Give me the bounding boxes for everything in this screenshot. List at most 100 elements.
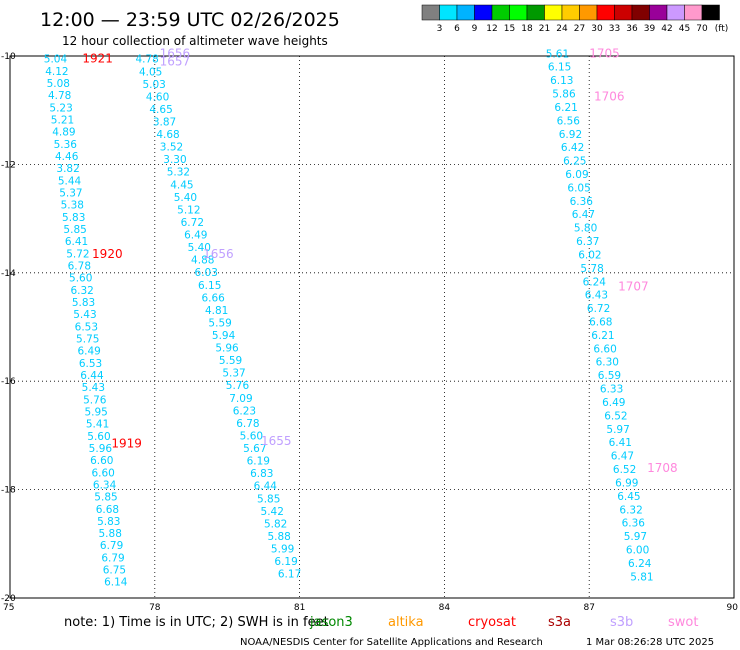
wave-height-value: 6.75	[103, 565, 126, 577]
wave-height-value: 6.79	[100, 540, 123, 552]
colorbar-swatch	[614, 4, 633, 21]
colorbar-swatch	[666, 4, 685, 21]
latitude-tick-label: -16	[1, 377, 16, 387]
wave-height-value: 5.37	[222, 368, 245, 380]
wave-height-value: 5.95	[84, 406, 107, 418]
colorbar-swatch	[526, 4, 545, 21]
colorbar-label: 3	[437, 24, 443, 34]
wave-height-value: 6.36	[570, 196, 594, 208]
wave-height-value: 6.92	[559, 129, 582, 141]
wave-height-value: 3.52	[160, 142, 183, 154]
colorbar-swatch	[561, 4, 580, 21]
colorbar-swatch	[509, 4, 528, 21]
wave-height-value: 5.99	[271, 543, 294, 555]
longitude-tick-label: 90	[727, 603, 739, 613]
longitude-tick-label: 75	[3, 603, 14, 613]
colorbar-swatch	[421, 4, 440, 21]
pass-time-label: 1655	[261, 434, 292, 448]
wave-height-value: 5.59	[208, 317, 231, 329]
wave-height-value: 6.21	[554, 102, 577, 114]
colorbar-swatch	[456, 4, 475, 21]
wave-height-value: 6.53	[79, 358, 102, 370]
wave-height-value: 6.42	[561, 142, 584, 154]
colorbar-unit: (ft)	[715, 24, 729, 34]
wave-height-value: 6.37	[576, 236, 599, 248]
wave-height-value: 5.40	[188, 242, 211, 254]
longitude-tick-label: 81	[294, 603, 305, 613]
wave-height-value: 5.97	[606, 424, 629, 436]
wave-height-value: 5.83	[62, 212, 85, 224]
wave-height-value: 5.83	[97, 516, 120, 528]
wave-height-value: 6.41	[65, 236, 88, 248]
wave-height-value: 6.52	[613, 464, 636, 476]
wave-height-value: 6.56	[557, 115, 581, 127]
wave-height-value: 6.03	[195, 267, 218, 279]
wave-height-value: 5.78	[580, 263, 603, 275]
wave-height-value: 5.21	[51, 115, 74, 127]
wave-height-value: 4.05	[139, 66, 162, 78]
wave-height-value: 4.65	[149, 104, 172, 116]
colorbar-swatch	[596, 4, 615, 21]
colorbar-swatch	[579, 4, 598, 21]
wave-height-value: 6.83	[250, 468, 273, 480]
legend-cryosat: cryosat	[468, 615, 516, 630]
longitude-tick-label: 78	[149, 603, 161, 613]
wave-height-value: 5.43	[82, 382, 105, 394]
colorbar-label: 12	[486, 24, 497, 34]
wave-height-value: 6.24	[628, 558, 652, 570]
longitude-tick-label: 84	[439, 603, 451, 613]
wave-height-value: 6.60	[90, 455, 113, 467]
wave-height-value: 7.09	[229, 393, 252, 405]
page-title: 12:00 — 23:59 UTC 02/26/2025	[40, 9, 340, 31]
colorbar-swatch	[544, 4, 563, 21]
wave-height-value: 5.96	[89, 443, 113, 455]
wave-height-value: 6.09	[565, 169, 588, 181]
legend-jason3: jason3	[309, 615, 353, 630]
wave-height-value: 6.60	[91, 467, 114, 479]
wave-height-value: 5.12	[177, 204, 200, 216]
colorbar-label: 36	[626, 24, 638, 34]
wave-height-value: 6.32	[70, 285, 93, 297]
colorbar-label: 45	[679, 24, 690, 34]
wave-height-value: 6.23	[233, 405, 256, 417]
pass-time-label: 1708	[647, 461, 678, 475]
wave-height-value: 3.87	[153, 117, 176, 129]
colorbar-label: 39	[644, 24, 656, 34]
colorbar-label: 30	[591, 24, 603, 34]
wave-height-value: 5.67	[243, 443, 266, 455]
wave-height-value: 6.14	[104, 577, 128, 589]
wave-height-value: 4.78	[135, 54, 158, 66]
wave-height-value: 6.36	[622, 518, 646, 530]
wave-height-value: 6.15	[548, 62, 571, 74]
wave-height-value: 6.34	[93, 479, 117, 491]
wave-height-value: 6.66	[201, 292, 225, 304]
wave-height-value: 6.78	[68, 260, 91, 272]
wave-height-value: 6.49	[602, 397, 625, 409]
wave-height-value: 5.36	[54, 139, 78, 151]
wave-height-value: 6.68	[96, 504, 119, 516]
wave-height-value: 5.59	[219, 355, 242, 367]
wave-height-value: 4.89	[52, 127, 75, 139]
wave-height-value: 5.76	[83, 394, 107, 406]
wave-height-value: 6.15	[198, 280, 221, 292]
colorbar-label: 18	[521, 24, 533, 34]
map-frame	[9, 55, 735, 599]
wave-height-value: 6.05	[567, 182, 590, 194]
pass-time-labels: 1921192019191656165716561655170517061707…	[82, 46, 677, 475]
colorbar-swatch	[649, 4, 668, 21]
latitude-tick-label: -18	[1, 486, 16, 496]
colorbar: 3 6 9 12 15 18 21 24 27 30 33 36 39 42 45 70 (ft)	[421, 4, 729, 34]
wave-height-value: 6.49	[77, 346, 100, 358]
latitude-tick-label: -12	[1, 160, 16, 170]
wave-height-value: 5.40	[174, 192, 197, 204]
colorbar-label: 33	[609, 24, 620, 34]
wave-height-value: 6.43	[585, 290, 608, 302]
map-grid	[10, 56, 734, 598]
legend-swot: swot	[668, 615, 698, 630]
wave-height-value: 5.88	[99, 528, 122, 540]
colorbar-label: 42	[661, 24, 672, 34]
wave-height-value: 5.42	[261, 506, 284, 518]
wave-height-value: 4.78	[48, 90, 71, 102]
wave-height-value: 5.32	[167, 167, 190, 179]
wave-height-value: 6.45	[617, 491, 640, 503]
